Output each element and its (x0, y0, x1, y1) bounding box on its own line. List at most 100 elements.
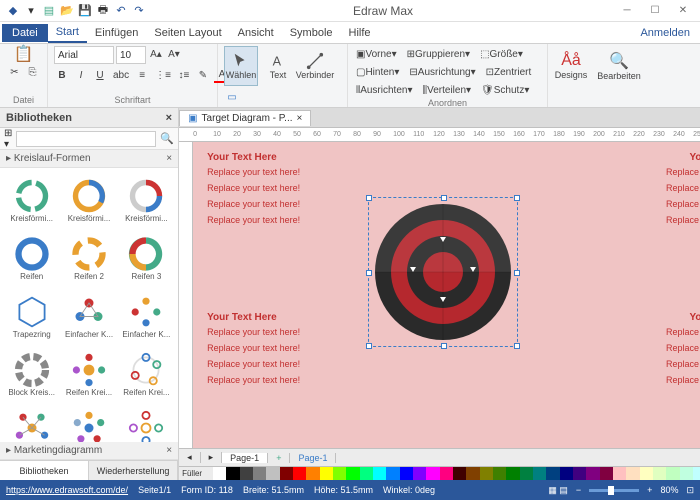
swatch[interactable] (666, 467, 679, 480)
swatch[interactable] (240, 467, 253, 480)
shape-item[interactable]: Einfacher K... (61, 288, 116, 344)
library-dropdown[interactable]: ⊞ ▾ (4, 128, 12, 150)
print-icon[interactable]: 🖶 (96, 4, 110, 18)
font-select[interactable]: Arial (54, 46, 114, 64)
cut-icon[interactable]: ✂ (7, 64, 23, 80)
grow-font-icon[interactable]: A▴ (148, 46, 164, 62)
zoom-in-icon[interactable]: + (647, 485, 652, 495)
canvas-page[interactable]: Your Text HereReplace your text here!Rep… (193, 142, 700, 448)
swatch[interactable] (680, 467, 693, 480)
shape-item[interactable]: Divergiere... (4, 404, 59, 442)
shrink-font-icon[interactable]: A▾ (166, 46, 182, 62)
shape-item[interactable]: Reifen Krei... (61, 346, 116, 402)
open-icon[interactable]: 📂 (60, 4, 74, 18)
swatch[interactable] (253, 467, 266, 480)
category-header[interactable]: ▸ Kreislauf-Formen× (0, 150, 178, 168)
add-page-icon[interactable]: + (268, 453, 290, 463)
page-tab[interactable]: Page-1 (222, 453, 268, 463)
page-tab[interactable]: Page-1 (290, 453, 336, 463)
search-input[interactable] (16, 131, 156, 147)
close-tab-icon[interactable]: × (297, 113, 303, 124)
swatch[interactable] (360, 467, 373, 480)
tab-start[interactable]: Start (48, 23, 87, 43)
shape-item[interactable]: Trapezring (4, 288, 59, 344)
highlight-icon[interactable]: ✎ (195, 67, 211, 83)
font-size-select[interactable]: 10 (116, 46, 146, 64)
strike-button[interactable]: abc (111, 67, 131, 83)
edit-button[interactable]: 🔍Bearbeiten (602, 46, 636, 86)
close-category-icon[interactable]: × (166, 153, 172, 164)
swatch[interactable] (373, 467, 386, 480)
swatch[interactable] (213, 467, 226, 480)
swatch[interactable] (546, 467, 559, 480)
undo-icon[interactable]: ↶ (114, 4, 128, 18)
copy-icon[interactable]: ⎘ (25, 64, 41, 80)
prev-page-icon[interactable]: ◂ (179, 452, 201, 463)
line-spacing-icon[interactable]: ↕≡ (176, 67, 192, 83)
resize-handle[interactable] (514, 343, 520, 349)
resize-handle[interactable] (366, 270, 372, 276)
swatch[interactable] (586, 467, 599, 480)
swatch[interactable] (480, 467, 493, 480)
bring-front-button[interactable]: ▣ Vorne ▾ (354, 46, 399, 62)
swatch[interactable] (426, 467, 439, 480)
align-left-icon[interactable]: ≡ (134, 67, 150, 83)
swatch[interactable] (573, 467, 586, 480)
send-back-button[interactable]: ▢ Hinten ▾ (354, 64, 401, 80)
shape-item[interactable]: Reifen 3 (119, 230, 174, 286)
shape-item[interactable]: Reifen (4, 230, 59, 286)
swatch[interactable] (333, 467, 346, 480)
zoom-out-icon[interactable]: − (576, 485, 581, 495)
resize-handle[interactable] (366, 195, 372, 201)
view-mode-icon[interactable]: ▦ ▤ (548, 485, 568, 496)
search-icon[interactable]: 🔍 (160, 132, 174, 145)
swatch[interactable] (306, 467, 319, 480)
sidebar-tab-recovery[interactable]: Wiederherstellung (89, 461, 178, 480)
fit-page-icon[interactable]: ⊡ (686, 485, 694, 496)
shape-item[interactable]: Kreisförmi... (4, 172, 59, 228)
save-icon[interactable]: 💾 (78, 4, 92, 18)
select-tool[interactable]: Wählen (224, 46, 258, 86)
file-menu[interactable]: Datei (2, 24, 48, 42)
swatch[interactable] (600, 467, 613, 480)
minimize-button[interactable]: ─ (614, 2, 640, 20)
swatch[interactable] (493, 467, 506, 480)
swatch[interactable] (293, 467, 306, 480)
italic-button[interactable]: I (73, 67, 89, 83)
zoom-slider[interactable] (589, 489, 639, 492)
center-button[interactable]: ⊡ Zentriert (484, 64, 534, 80)
shape-item[interactable]: Reifen 2 (61, 230, 116, 286)
swatch[interactable] (520, 467, 533, 480)
shape-rect-icon[interactable]: ▭ (224, 89, 240, 105)
distribute-button[interactable]: ⫼ Verteilen ▾ (420, 82, 473, 98)
connector-tool[interactable]: Verbinder (298, 46, 332, 86)
swatch[interactable] (506, 467, 519, 480)
group-button[interactable]: ⊞ Gruppieren ▾ (405, 46, 472, 62)
shape-item[interactable]: Divergiere... (61, 404, 116, 442)
login-link[interactable]: Anmelden (632, 24, 698, 42)
underline-button[interactable]: U (92, 67, 108, 83)
swatch[interactable] (466, 467, 479, 480)
tab-symbols[interactable]: Symbole (282, 24, 341, 42)
shape-item[interactable]: Block Kreis... (4, 346, 59, 402)
tab-insert[interactable]: Einfügen (87, 24, 146, 42)
category-marketing[interactable]: ▸ Marketingdiagramm× (0, 442, 178, 460)
resize-handle[interactable] (441, 343, 447, 349)
tab-view[interactable]: Ansicht (230, 24, 282, 42)
shape-item[interactable]: Einfacher K... (119, 288, 174, 344)
swatch[interactable] (693, 467, 700, 480)
text-tool[interactable]: AText (261, 46, 295, 86)
close-panel-icon[interactable]: × (166, 112, 172, 124)
tab-help[interactable]: Hilfe (341, 24, 379, 42)
swatch[interactable] (560, 467, 573, 480)
redo-icon[interactable]: ↷ (132, 4, 146, 18)
designs-button[interactable]: ÅåDesigns (554, 46, 588, 86)
swatch[interactable] (400, 467, 413, 480)
next-page-icon[interactable]: ▸ (201, 452, 223, 463)
alignment-button[interactable]: ⊟ Ausrichtung ▾ (407, 64, 477, 80)
dropdown-icon[interactable]: ▾ (24, 4, 38, 18)
swatch[interactable] (346, 467, 359, 480)
swatch[interactable] (413, 467, 426, 480)
align-button[interactable]: ⫴ Ausrichten ▾ (354, 82, 414, 98)
size-button[interactable]: ⬚ Größe ▾ (478, 46, 525, 62)
